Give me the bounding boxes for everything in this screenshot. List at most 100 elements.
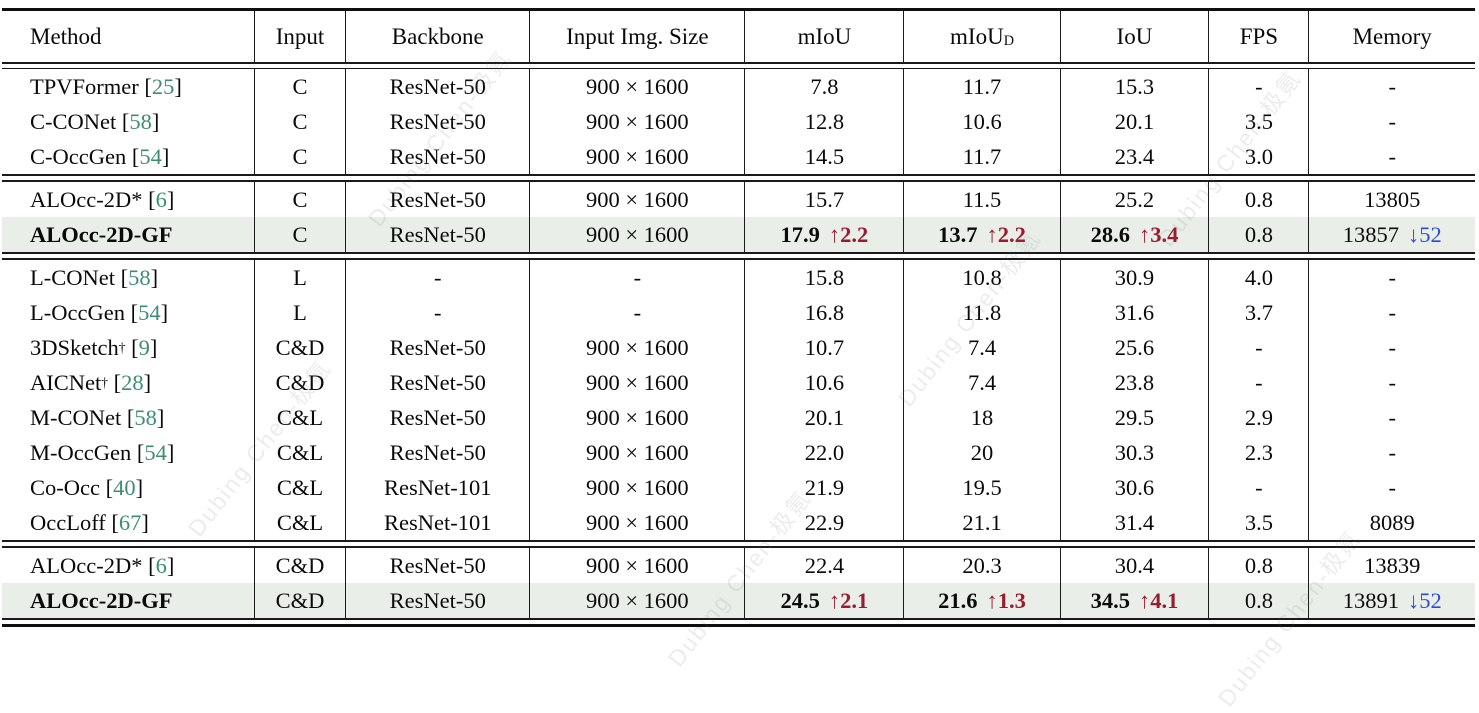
cell-size: - [529,295,744,330]
value-miou: 22.9 [804,509,845,535]
cell-method: C-OccGen [54] [2,139,254,174]
cell-method: ALOcc-2D* [6] [2,548,254,583]
table-row: C-CONet [58] C ResNet-50 900 × 1600 12.8 10.6… [2,104,1475,139]
cell-input: C&D [253,548,345,583]
cell-miou: 20.1 [744,400,903,435]
cell-mem: - [1308,435,1474,470]
cell-backbone: ResNet-50 [345,583,529,618]
delta-up-iou: ↑3.4 [1138,221,1179,247]
cell-miou: 16.8 [744,295,903,330]
cell-iou: 30.3 [1059,435,1209,470]
value-iou: 28.6 [1090,221,1130,247]
paper-table-page: { "colors": { "citation_green": "#3c8e6e… [2,8,1475,712]
cell-backbone: ResNet-50 [345,330,529,365]
cell-miou: 15.7 [744,182,903,217]
cell-mioud: 11.5 [903,182,1059,217]
value-iou: 23.4 [1114,143,1155,169]
value-mem: - [1388,334,1396,360]
cell-mem: - [1308,139,1474,174]
cell-input: C [253,182,345,217]
cell-backbone: ResNet-50 [345,435,529,470]
value-input: C [292,108,308,134]
method-name: L-CONet [30,264,115,290]
citation-link[interactable]: 54 [138,299,161,325]
cell-size: 900 × 1600 [529,217,744,252]
citation-link[interactable]: 58 [129,108,152,134]
citation-link[interactable]: 25 [151,73,175,99]
value-mioud: 7.4 [967,369,997,395]
value-iou: 25.2 [1114,186,1155,212]
cell-input: C&D [253,583,345,618]
value-mem: 13805 [1364,186,1421,212]
value-backbone: ResNet-50 [389,334,486,360]
cell-backbone: - [345,260,529,295]
cell-miou: 7.8 [744,69,903,104]
value-mioud: 13.7 [938,221,978,247]
value-mem: - [1388,73,1396,99]
citation-link[interactable]: 40 [113,474,136,500]
citation-link[interactable]: 6 [155,186,167,212]
delta-up-mioud: ↑1.3 [986,587,1026,613]
value-backbone: ResNet-50 [389,552,486,578]
cell-fps: 3.5 [1208,505,1308,540]
cell-mem: - [1308,365,1474,400]
value-input: C [292,186,308,212]
citation-link[interactable]: 58 [128,264,151,290]
citation-link[interactable]: 54 [139,143,162,169]
cell-mioud: 7.4 [903,330,1059,365]
value-iou: 30.3 [1114,439,1155,465]
method-name: ALOcc-2D-GF [30,221,173,247]
column-label-size: Input Img. Size [566,23,709,49]
citation-link[interactable]: 58 [134,404,157,430]
header-cell-miou: mIoU [744,11,903,62]
value-fps: 3.5 [1244,108,1273,134]
value-miou: 24.5 [780,587,820,613]
value-mem: - [1388,404,1396,430]
value-size: 900 × 1600 [585,369,689,395]
value-size: 900 × 1600 [585,587,689,613]
cell-backbone: ResNet-50 [345,217,529,252]
cell-mem: 13857 ↓52 [1308,217,1474,252]
delta-up-miou: ↑2.2 [828,221,869,247]
cell-method: AICNet † [28] [30,369,152,395]
cell-size: 900 × 1600 [529,505,744,540]
value-miou: 15.8 [804,264,845,290]
cell-input: C&L [253,435,345,470]
cell-method: ALOcc-2D* [6] [2,182,254,217]
citation-link[interactable]: 6 [155,552,167,578]
cell-backbone: ResNet-50 [345,69,529,104]
cell-miou: 22.0 [744,435,903,470]
value-mioud: 11.7 [962,73,1002,99]
citation-link[interactable]: 67 [118,509,142,535]
value-miou: 20.1 [804,404,845,430]
cell-fps: - [1208,365,1308,400]
cell-mioud: 10.8 [903,260,1059,295]
value-input: C&L [276,439,324,465]
cell-method: OccLoff [67] [2,505,254,540]
table-row: ALOcc-2D-GF C ResNet-50 900 × 1600 17.9 ↑2.2 1… [2,217,1475,252]
cell-mem: - [1308,295,1474,330]
cell-backbone: ResNet-50 [345,400,529,435]
value-mioud: 11.8 [962,299,1002,325]
citation-link[interactable]: 9 [138,334,150,360]
method-name: ALOcc-2D* [30,186,143,212]
cell-iou: 15.3 [1059,69,1209,104]
citation-brackets: [6] [142,186,175,212]
citation-brackets: [67] [105,509,149,535]
method-name: L-OccGen [30,299,125,325]
citation-link[interactable]: 28 [121,369,144,395]
cell-mioud: 13.7 ↑2.2 [903,217,1059,252]
value-backbone: ResNet-50 [389,143,486,169]
cell-fps: 3.0 [1208,139,1308,174]
value-iou: 30.9 [1114,264,1155,290]
cell-size: 900 × 1600 [529,104,744,139]
value-backbone: ResNet-50 [389,221,486,247]
cell-iou: 25.6 [1059,330,1209,365]
citation-link[interactable]: 54 [144,439,167,465]
cell-input: L [253,260,345,295]
cell-iou: 29.5 [1059,400,1209,435]
value-mioud: 20.3 [962,552,1002,578]
value-size: 900 × 1600 [585,552,689,578]
cell-size: 900 × 1600 [529,182,744,217]
value-miou: 17.9 [780,221,820,247]
